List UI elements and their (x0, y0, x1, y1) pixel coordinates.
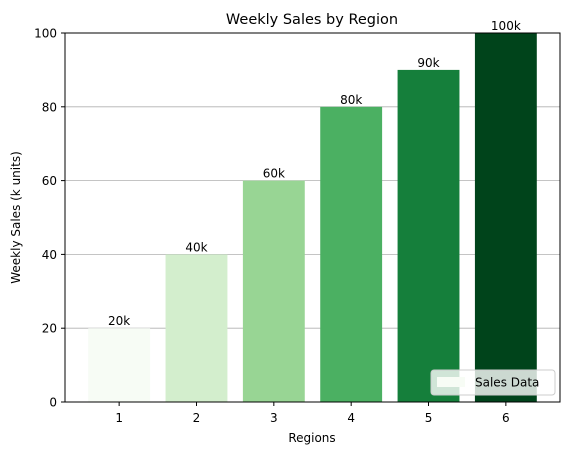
bar (397, 69, 460, 403)
y-tick-label: 0 (49, 396, 57, 410)
data-labels: 20k 40k 60k 80k 90k 100k (108, 19, 521, 328)
legend: Sales Data (430, 369, 556, 396)
x-tick-label: 1 (115, 411, 123, 425)
y-tick-label: 20 (42, 322, 57, 336)
bar (165, 254, 228, 402)
x-tick-label: 6 (502, 411, 510, 425)
data-label: 20k (108, 314, 130, 328)
plot-frame (64, 32, 561, 403)
data-label: 60k (263, 167, 285, 181)
y-tick-label: 60 (42, 174, 57, 188)
y-tick-label: 80 (42, 100, 57, 114)
x-tick-label: 3 (270, 411, 278, 425)
data-label: 40k (185, 240, 207, 254)
bar (474, 33, 537, 402)
legend-swatch (437, 377, 465, 387)
y-axis-label: Weekly Sales (k units) (9, 151, 23, 284)
y-axis-ticks: 0 20 40 60 80 100 (34, 27, 65, 410)
x-axis-ticks: 1 2 3 4 5 6 (115, 402, 510, 425)
x-axis-label: Regions (288, 431, 335, 445)
data-label: 90k (417, 56, 439, 70)
bar (88, 328, 151, 402)
x-tick-label: 4 (347, 411, 355, 425)
bar (320, 106, 383, 403)
bar (242, 180, 305, 402)
bars (88, 33, 537, 403)
y-tick-label: 40 (42, 248, 57, 262)
x-tick-label: 5 (425, 411, 433, 425)
data-label: 100k (491, 19, 521, 33)
data-label: 80k (340, 93, 362, 107)
x-tick-label: 2 (193, 411, 201, 425)
chart-title: Weekly Sales by Region (226, 12, 398, 28)
legend-label: Sales Data (475, 376, 539, 390)
legend-box (430, 369, 556, 396)
y-tick-label: 100 (34, 27, 57, 41)
